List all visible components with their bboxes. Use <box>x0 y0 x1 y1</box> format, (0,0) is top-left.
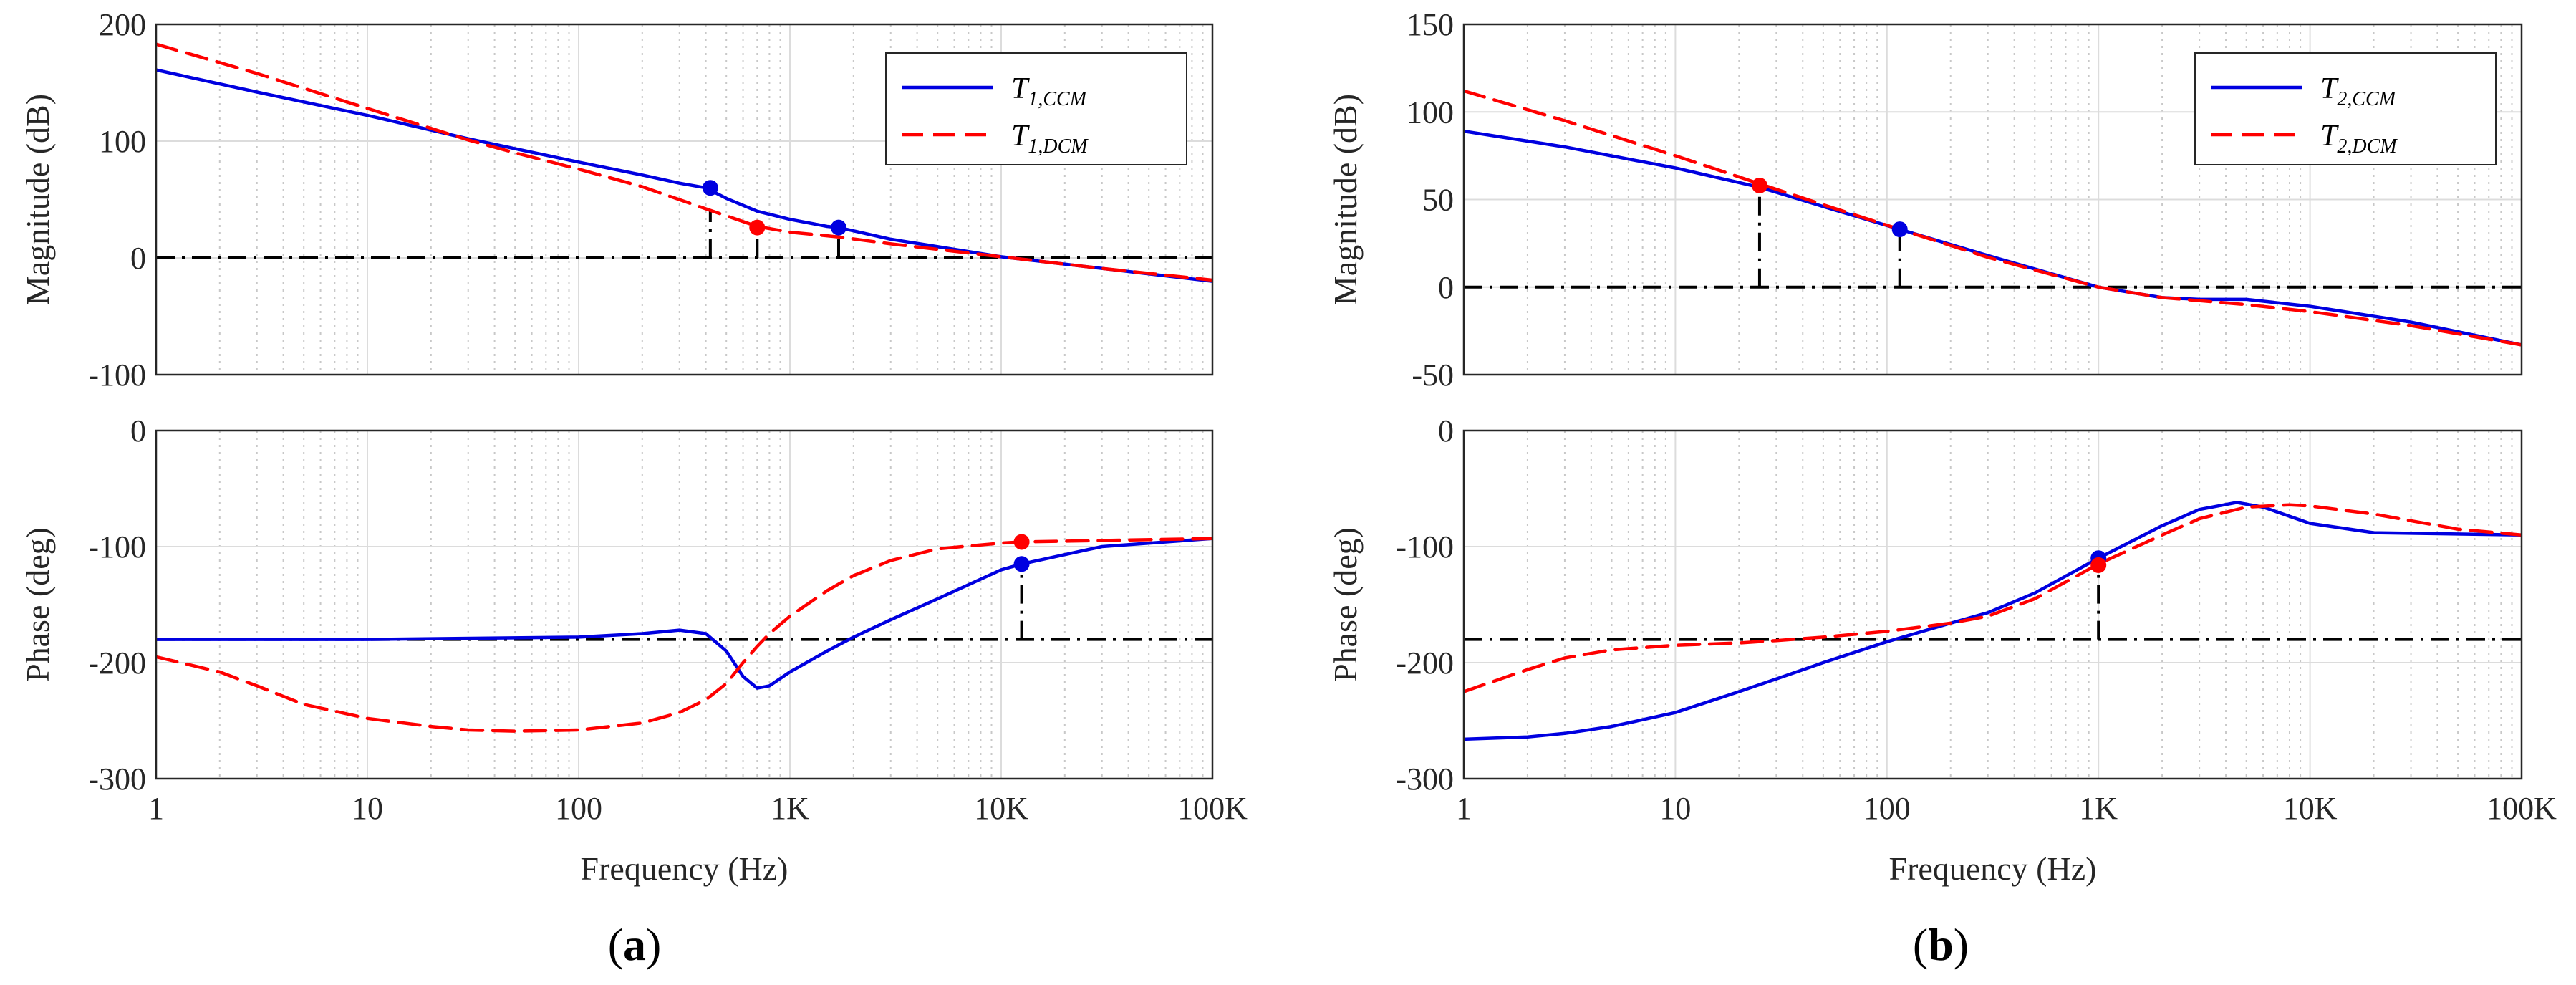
clipped-layer <box>156 537 1212 733</box>
phase-plot-area <box>1464 431 2522 779</box>
data-marker <box>830 219 846 236</box>
y-tick-label: -300 <box>88 761 146 797</box>
series-line-1-dcm <box>156 537 1212 733</box>
x-axis-label: Frequency (Hz) <box>1889 850 2097 887</box>
panel-a-phase-data <box>155 429 1214 780</box>
y-tick-label: 0 <box>1438 270 1454 305</box>
y-tick-label: 200 <box>99 7 146 42</box>
x-tick-label: 1K <box>2079 791 2118 826</box>
panel-b-phase-data <box>1462 429 2523 780</box>
y-tick-label: -200 <box>1396 645 1454 681</box>
x-tick-label: 10K <box>2283 791 2338 826</box>
legend-entry: T1,DCM <box>1011 120 1089 158</box>
phase-y-axis-label: Phase (deg) <box>19 527 56 682</box>
data-marker <box>702 180 718 196</box>
phase-axes-frame <box>155 429 1214 780</box>
x-tick-label: 100K <box>2486 791 2557 826</box>
x-tick-label: 100 <box>555 791 602 826</box>
x-axis-label: Frequency (Hz) <box>581 850 788 887</box>
clipped-layer <box>1464 501 2522 741</box>
series-line-2-dcm <box>1464 503 2522 693</box>
x-tick-label: 10 <box>352 791 383 826</box>
magnitude-y-axis-label: Magnitude (dB) <box>19 94 56 305</box>
data-marker <box>1891 221 1908 238</box>
legend-box <box>885 52 1187 165</box>
phase-plot-area <box>156 431 1212 779</box>
phase-y-axis-label: Phase (deg) <box>1327 527 1364 682</box>
x-tick-label: 10K <box>974 791 1028 826</box>
y-tick-label: 150 <box>1407 7 1454 42</box>
series-line-1-ccm <box>156 537 1212 690</box>
legend: T2,CCM T2,DCM <box>2194 52 2497 165</box>
phase-axes-frame <box>1462 429 2523 780</box>
x-tick-label: 1 <box>148 791 164 826</box>
x-tick-label: 1 <box>1456 791 1472 826</box>
y-tick-label: -50 <box>1412 357 1454 393</box>
x-tick-label: 10 <box>1659 791 1691 826</box>
panel-b-magnitude-data <box>1462 23 2523 376</box>
y-tick-label: -200 <box>88 645 146 681</box>
clipped-layer <box>156 42 1212 283</box>
data-marker <box>1013 534 1030 550</box>
y-tick-label: 0 <box>130 413 146 448</box>
magnitude-axes-frame <box>155 23 1214 376</box>
y-tick-label: -100 <box>88 357 146 393</box>
y-tick-label: 0 <box>1438 413 1454 448</box>
x-tick-label: 100K <box>1177 791 1248 826</box>
legend-entry: T2,CCM <box>2320 72 2397 110</box>
clipped-layer <box>1464 89 2522 347</box>
y-tick-label: 100 <box>1407 95 1454 130</box>
series-line-1-dcm <box>156 42 1212 282</box>
legend-entry: T1,CCM <box>1011 72 1088 110</box>
x-tick-label: 1K <box>771 791 809 826</box>
legend-box <box>2194 52 2497 165</box>
y-tick-label: -100 <box>88 529 146 564</box>
panel-label: (a) <box>608 919 662 970</box>
panel-a-magnitude-data <box>155 23 1214 376</box>
y-tick-label: 100 <box>99 124 146 159</box>
y-tick-label: -300 <box>1396 761 1454 797</box>
panel-label: (b) <box>1913 919 1969 970</box>
legend-entry: T2,DCM <box>2320 120 2398 158</box>
x-tick-label: 100 <box>1863 791 1911 826</box>
data-marker <box>1751 177 1767 193</box>
panel-b-phase-axes: -300 -200 -100 0 1 10 100 1K 10K 100K Phase (deg) <box>1327 413 2557 826</box>
magnitude-y-axis-label: Magnitude (dB) <box>1327 94 1364 305</box>
data-marker <box>1013 556 1030 572</box>
data-marker <box>2090 557 2107 573</box>
y-tick-label: -100 <box>1396 529 1454 564</box>
legend: T1,CCM T1,DCM <box>885 52 1187 165</box>
panel-a-phase-axes: -300 -200 -100 0 1 10 100 1K 10K 100K Phase (deg) <box>19 413 1248 826</box>
y-tick-label: 50 <box>1422 183 1454 218</box>
magnitude-axes-frame <box>1462 23 2523 376</box>
y-tick-label: 0 <box>130 241 146 276</box>
series-line-2-dcm <box>1464 89 2522 347</box>
data-marker <box>749 219 766 236</box>
